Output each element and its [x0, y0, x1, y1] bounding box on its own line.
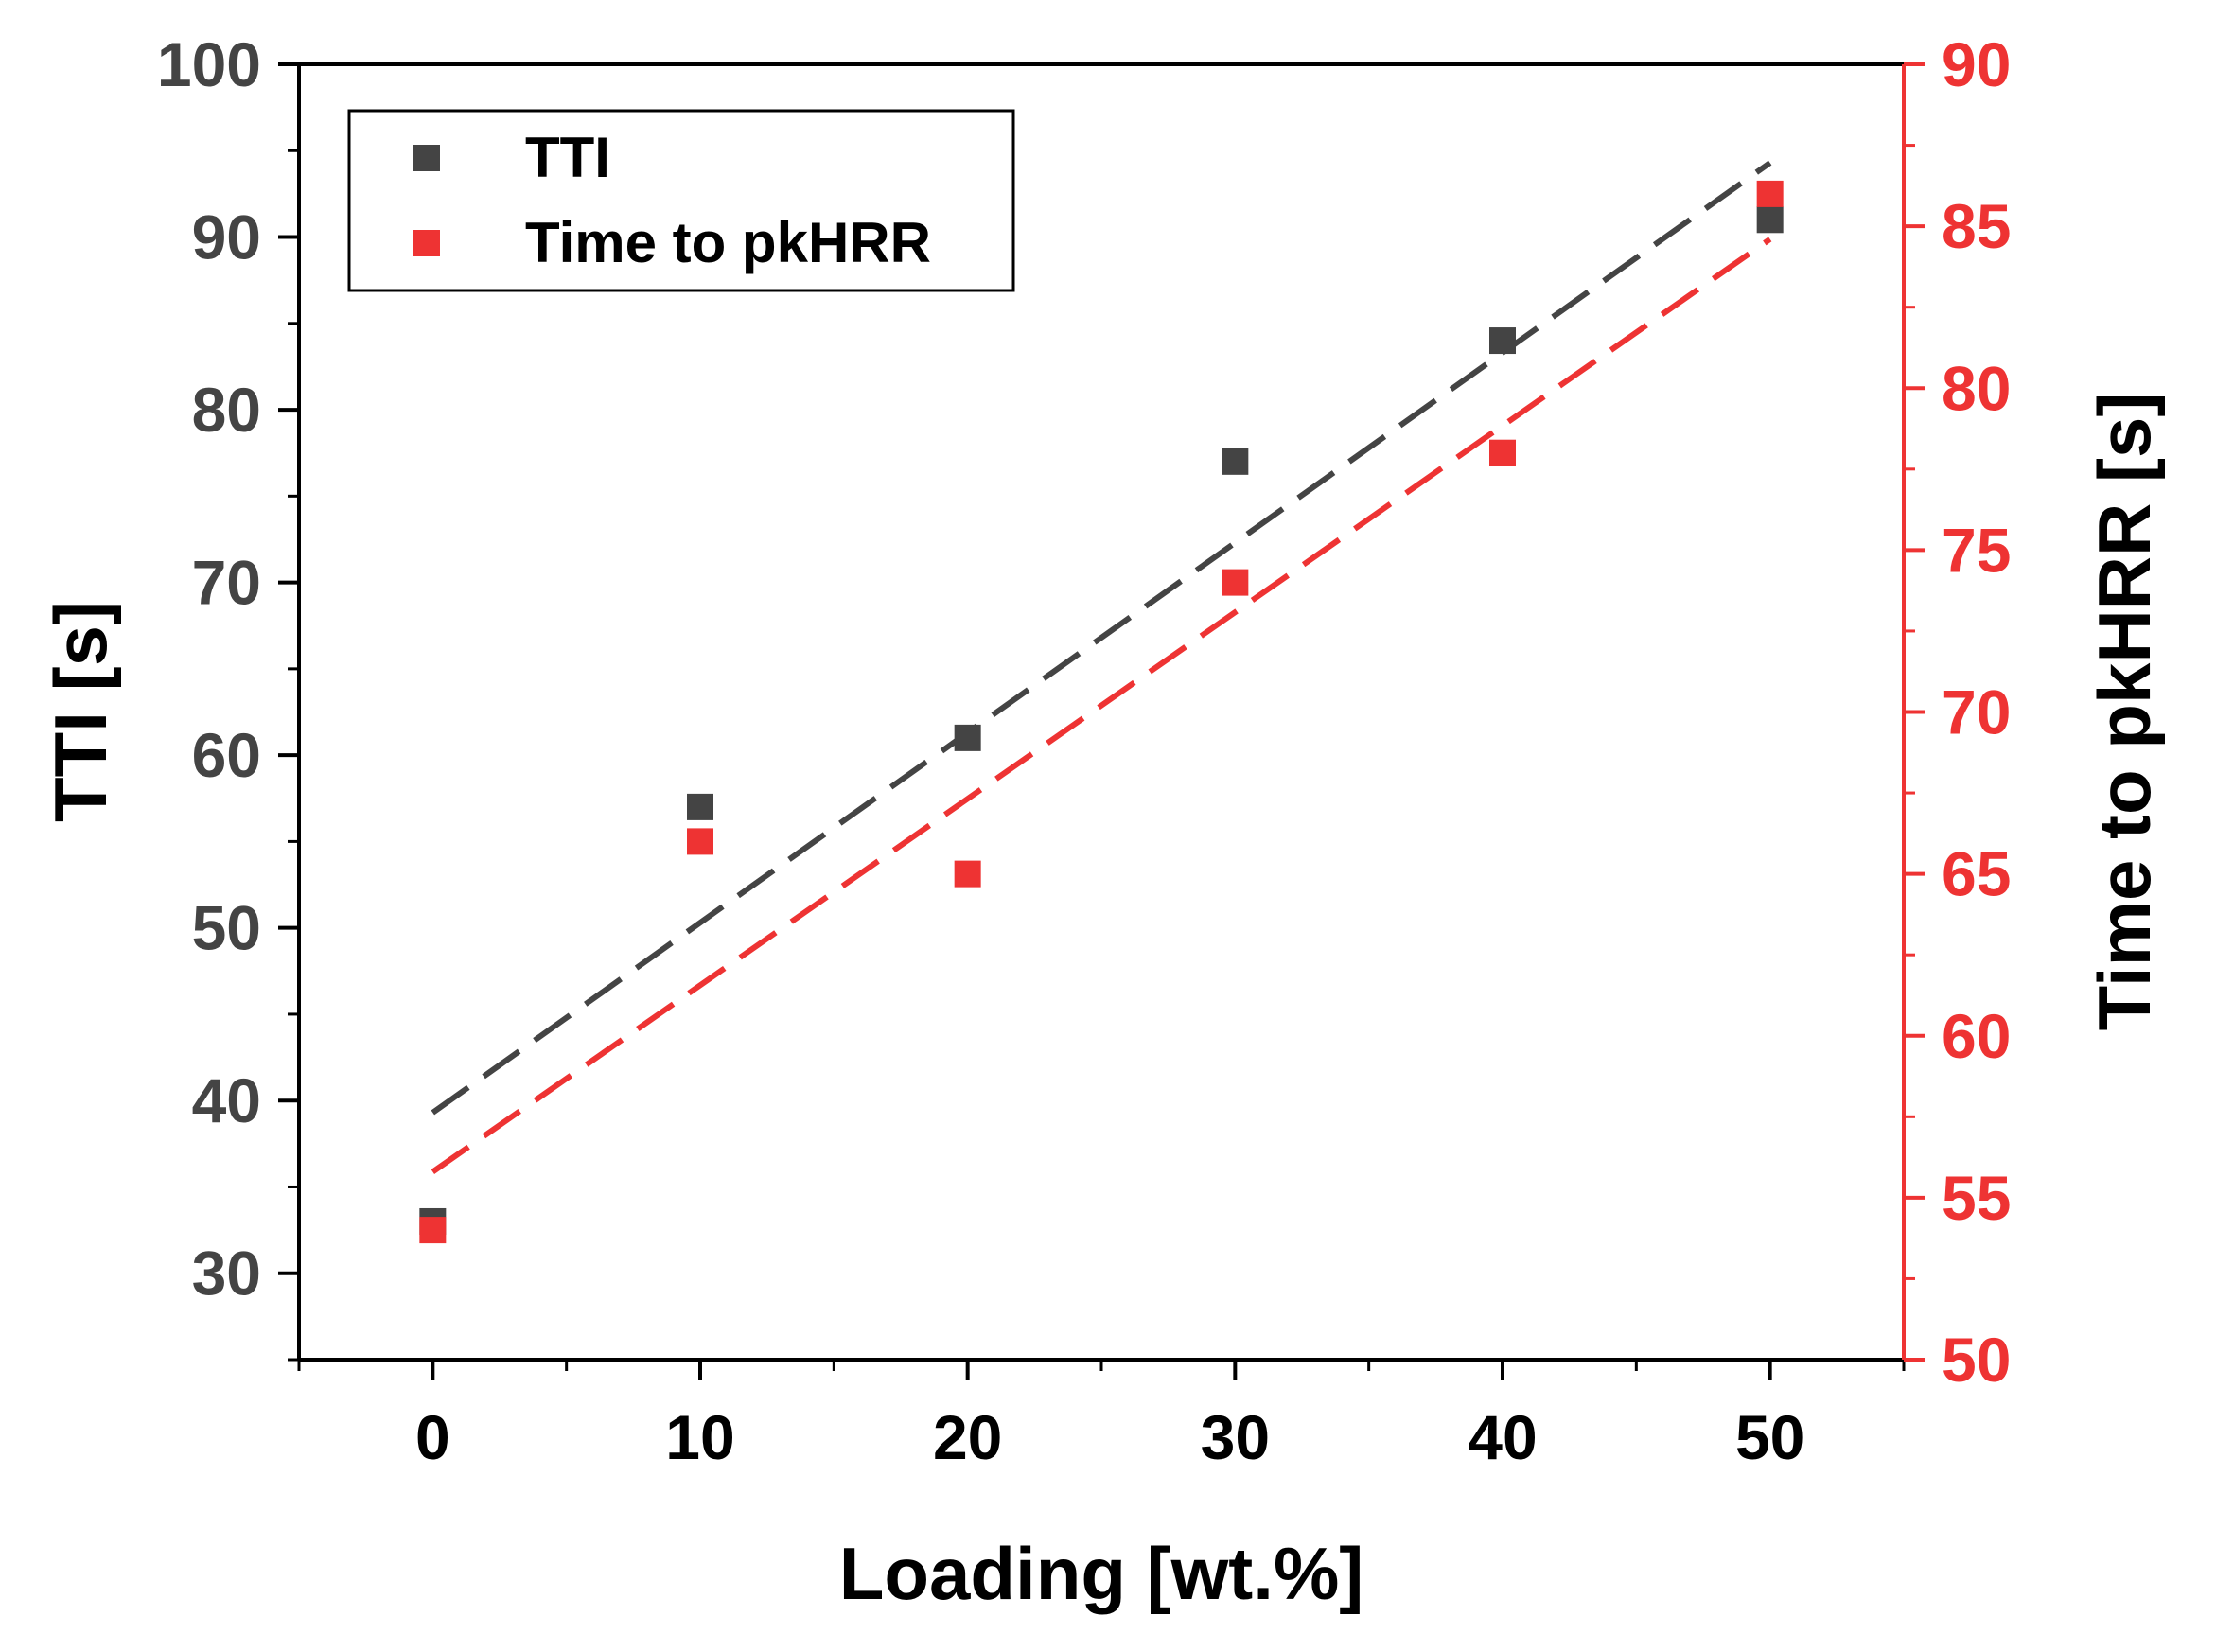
right-y-tick-label: 50 [1942, 1325, 2011, 1395]
right-y-tick-label: 90 [1942, 29, 2011, 99]
left-y-tick-label: 70 [192, 548, 261, 618]
x-axis-ticks: 0 10 20 30 40 50 [297, 1360, 1906, 1472]
right-y-tick-label: 85 [1942, 191, 2011, 261]
legend-label-tti: TTI [525, 126, 610, 189]
point-time-to-pkhrr [954, 860, 981, 888]
right-y-tick-label: 65 [1942, 839, 2011, 909]
right-y-tick-label: 70 [1942, 677, 2011, 747]
right-y-tick-label: 60 [1942, 1001, 2011, 1071]
point-time-to-pkhrr [687, 828, 713, 855]
left-y-axis-ticks: 30 40 50 60 70 80 90 100 [157, 29, 299, 1362]
left-y-tick-label: 40 [192, 1065, 261, 1135]
point-time-to-pkhrr [1489, 439, 1516, 466]
x-tick-label: 10 [665, 1402, 734, 1472]
legend-box [347, 109, 1015, 292]
point-tti [1222, 448, 1249, 475]
x-tick-label: 40 [1468, 1402, 1537, 1472]
legend-marker-pkhrr [413, 230, 440, 256]
point-tti [954, 724, 981, 751]
fit-line-time-to-pkhrr [431, 237, 1772, 1174]
point-time-to-pkhrr [1756, 180, 1784, 207]
legend-marker-tti [413, 145, 440, 171]
left-y-tick-label: 90 [192, 202, 261, 272]
right-y-axis-ticks: 50 55 60 65 70 75 80 85 90 [1904, 29, 2011, 1395]
right-y-tick-label: 80 [1942, 353, 2011, 423]
fit-lines [431, 160, 1772, 1174]
left-y-tick-label: 30 [192, 1239, 261, 1309]
left-y-tick-label: 60 [192, 720, 261, 790]
left-y-tick-label: 100 [157, 29, 261, 99]
legend: TTI Time to pkHRR [347, 109, 1015, 292]
point-time-to-pkhrr [1222, 569, 1249, 596]
x-tick-label: 50 [1735, 1402, 1804, 1472]
left-y-axis-title: TTI [s] [39, 601, 122, 822]
left-y-tick-label: 50 [192, 893, 261, 963]
x-tick-label: 20 [933, 1402, 1002, 1472]
right-y-tick-label: 55 [1942, 1163, 2011, 1233]
point-tti [1756, 206, 1784, 234]
point-tti [687, 793, 713, 820]
point-tti [1489, 327, 1516, 355]
fit-line-tti [431, 160, 1772, 1116]
x-tick-label: 30 [1201, 1402, 1270, 1472]
left-y-tick-label: 80 [192, 375, 261, 445]
data-points [419, 180, 1784, 1244]
right-y-tick-label: 75 [1942, 515, 2011, 585]
x-axis-title: Loading [wt.%] [839, 1532, 1364, 1615]
x-tick-label: 0 [415, 1402, 450, 1472]
right-y-axis-title: Time to pkHRR [s] [2083, 393, 2166, 1031]
point-time-to-pkhrr [419, 1217, 447, 1244]
legend-label-pkhrr: Time to pkHRR [525, 211, 931, 274]
